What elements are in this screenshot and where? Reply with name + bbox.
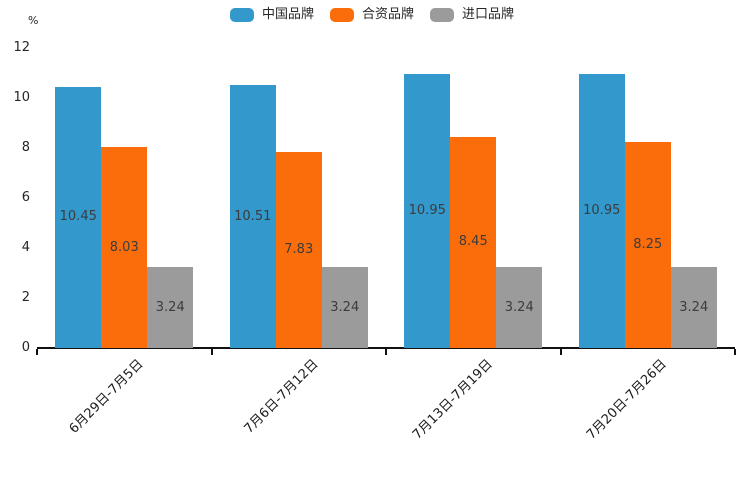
bar-value-label: 3.24 bbox=[155, 299, 185, 315]
bar-value-label: 3.24 bbox=[679, 299, 709, 315]
legend-swatch-icon bbox=[229, 8, 254, 22]
bar-series2-group4 bbox=[624, 141, 671, 348]
x-axis-tick bbox=[210, 349, 213, 355]
bar-series1-group2 bbox=[229, 85, 276, 348]
bar-series2-group2 bbox=[275, 152, 322, 348]
legend-label: 合资品牌 bbox=[361, 7, 414, 22]
legend-item-2[interactable]: 合资品牌 bbox=[329, 7, 414, 22]
chart-legend: 中国品牌 合资品牌 进口品牌 bbox=[0, 8, 744, 22]
x-axis-tick bbox=[385, 349, 387, 355]
bar-value-label: 7.83 bbox=[284, 242, 314, 258]
bar-value-label: 10.45 bbox=[59, 209, 97, 225]
bar-series2-group3 bbox=[450, 136, 497, 348]
x-axis-tick bbox=[734, 349, 736, 355]
y-tick-label: 2 bbox=[21, 290, 30, 305]
bar-series3-group3 bbox=[496, 267, 543, 348]
bar-series2-group1 bbox=[101, 147, 148, 348]
y-tick-label: 6 bbox=[21, 190, 30, 205]
x-axis-line bbox=[37, 347, 735, 349]
bar-value-label: 3.24 bbox=[330, 299, 360, 315]
bar-value-label: 10.51 bbox=[234, 208, 272, 224]
bar-value-label: 8.45 bbox=[458, 234, 488, 250]
legend-item-3[interactable]: 进口品牌 bbox=[430, 8, 514, 22]
bar-series3-group1 bbox=[147, 267, 194, 348]
bar-series1-group4 bbox=[578, 74, 625, 348]
y-tick-label: 0 bbox=[21, 340, 30, 355]
x-tick-label: 7月6日-7月12日 bbox=[241, 356, 322, 437]
legend-swatch-icon bbox=[430, 8, 454, 22]
bar-value-label: 3.24 bbox=[504, 299, 534, 315]
y-tick-label: 4 bbox=[21, 240, 30, 255]
legend-item-1[interactable]: 中国品牌 bbox=[229, 7, 314, 22]
y-axis-unit-label: % bbox=[28, 14, 39, 27]
bar-series3-group2 bbox=[321, 267, 368, 348]
x-axis-tick bbox=[559, 349, 562, 355]
bar-value-label: 10.95 bbox=[408, 203, 446, 219]
bar-series1-group1 bbox=[55, 86, 102, 348]
bar-value-label: 8.25 bbox=[633, 236, 663, 252]
x-axis-tick bbox=[36, 349, 38, 355]
bar-value-label: 10.95 bbox=[583, 203, 621, 219]
bar-series1-group3 bbox=[404, 74, 451, 348]
legend-label: 中国品牌 bbox=[261, 7, 314, 22]
bar-series3-group4 bbox=[670, 267, 717, 348]
legend-label: 进口品牌 bbox=[462, 7, 515, 22]
x-tick-label: 7月13日-7月19日 bbox=[409, 356, 496, 443]
legend-swatch-icon bbox=[329, 8, 354, 22]
x-tick-label: 7月20日-7月26日 bbox=[584, 356, 671, 443]
y-tick-label: 12 bbox=[13, 40, 30, 55]
y-tick-label: 10 bbox=[13, 90, 30, 105]
bar-value-label: 8.03 bbox=[109, 239, 139, 255]
y-tick-label: 8 bbox=[21, 140, 30, 155]
x-tick-label: 6月29日-7月5日 bbox=[66, 356, 147, 437]
